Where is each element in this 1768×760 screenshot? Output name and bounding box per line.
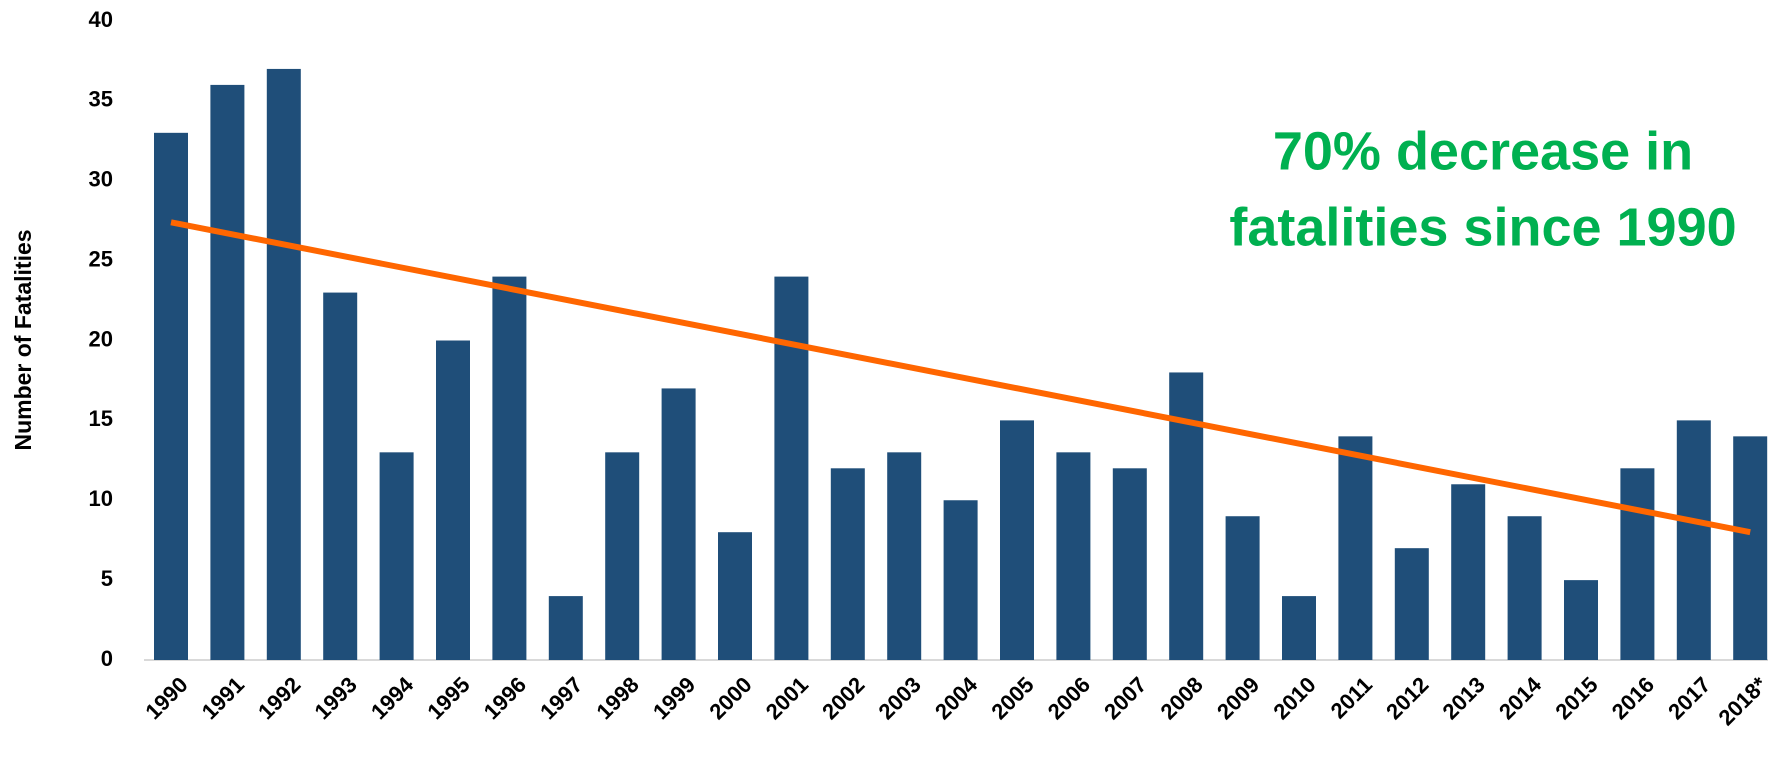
bar — [943, 500, 978, 660]
x-tick-label: 2015 — [1550, 672, 1602, 724]
trendline — [170, 219, 1751, 536]
bar — [718, 532, 752, 660]
y-axis-label: Number of Fatalities — [10, 229, 36, 450]
bar — [1733, 436, 1768, 660]
x-tick-label: 2003 — [874, 672, 926, 724]
x-tick-label: 1991 — [197, 672, 249, 724]
y-tick-label: 10 — [89, 486, 113, 511]
bar — [323, 292, 358, 660]
bar — [774, 276, 809, 660]
bar — [436, 340, 470, 660]
bar — [661, 388, 696, 660]
y-tick-label: 15 — [89, 406, 113, 431]
bar — [1112, 468, 1147, 660]
y-tick-label: 5 — [101, 566, 113, 591]
x-tick-label: 2014 — [1494, 671, 1547, 724]
y-tick-label: 25 — [89, 246, 113, 271]
x-tick-label: 2007 — [1099, 672, 1151, 724]
x-tick-label: 2006 — [1043, 672, 1095, 724]
bar — [1338, 436, 1373, 660]
x-tick-label: 2011 — [1326, 672, 1377, 723]
x-tick-label: 1992 — [253, 672, 305, 724]
bar — [548, 596, 583, 660]
bar — [1000, 420, 1034, 660]
bar — [1620, 468, 1655, 660]
bar — [1564, 580, 1598, 660]
x-tick-label: 2010 — [1268, 672, 1320, 724]
bar — [1394, 548, 1429, 660]
bar — [1676, 420, 1711, 660]
bar — [1451, 484, 1486, 660]
x-tick-label: 2009 — [1212, 672, 1264, 724]
y-tick-label: 30 — [89, 167, 113, 192]
x-tick-label: 2004 — [930, 671, 983, 724]
bar — [1282, 596, 1316, 660]
x-tick-label: 2013 — [1438, 672, 1490, 724]
x-tick-label: 2012 — [1381, 672, 1433, 724]
bar — [266, 68, 301, 661]
y-tick-label: 40 — [89, 7, 113, 32]
bar — [830, 468, 865, 660]
x-tick-label: 1993 — [310, 672, 362, 724]
bar — [1507, 516, 1542, 660]
annotation: 70% decrease in — [1273, 121, 1693, 181]
x-tick-label: 2008 — [1156, 672, 1208, 724]
x-tick-label: 1995 — [422, 672, 474, 724]
x-tick-label: 2018* — [1713, 672, 1768, 731]
y-tick-label: 35 — [89, 87, 113, 112]
annotation: fatalities since 1990 — [1229, 197, 1736, 257]
bar — [1056, 452, 1091, 660]
x-tick-label: 2016 — [1607, 672, 1659, 724]
bar — [154, 132, 188, 660]
y-tick-label: 20 — [89, 326, 113, 351]
bar — [1225, 516, 1260, 660]
bar — [605, 452, 640, 660]
x-tick-label: 2017 — [1663, 672, 1715, 724]
x-tick-label: 1997 — [535, 672, 587, 724]
x-tick-label: 1990 — [140, 672, 192, 724]
x-tick-label: 2001 — [761, 672, 813, 724]
x-tick-label: 1996 — [479, 672, 531, 724]
x-tick-label: 2002 — [817, 672, 869, 724]
bar — [379, 452, 414, 660]
x-tick-label: 1998 — [592, 672, 644, 724]
x-tick-label: 1999 — [648, 672, 700, 724]
bar — [1169, 372, 1204, 660]
bar — [492, 276, 527, 660]
x-tick-label: 1994 — [366, 671, 419, 724]
bar — [887, 452, 922, 660]
x-tick-label: 2000 — [704, 672, 756, 724]
y-tick-label: 0 — [101, 646, 113, 671]
bar — [210, 84, 245, 660]
x-tick-label: 2005 — [986, 672, 1038, 724]
